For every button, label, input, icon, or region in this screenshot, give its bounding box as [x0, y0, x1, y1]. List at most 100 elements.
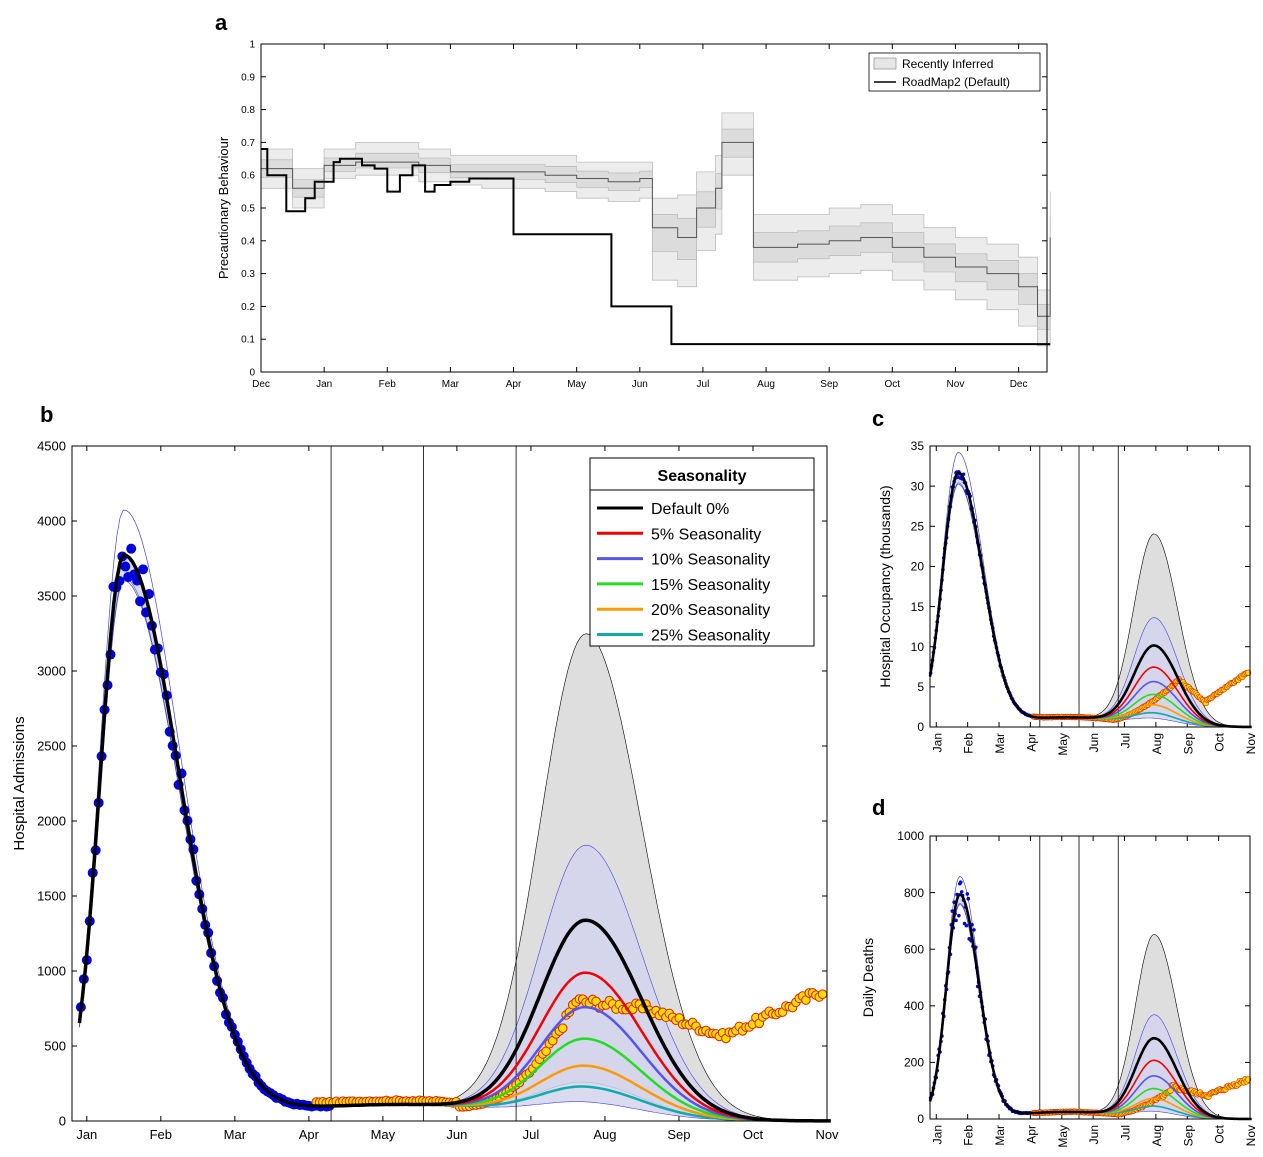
- x-tick-label: Jan: [930, 1125, 944, 1144]
- x-tick-label: May: [1056, 1125, 1070, 1148]
- y-tick-label: 0: [59, 1114, 66, 1129]
- y-tick-label: 5: [917, 680, 924, 694]
- data-point-blue: [966, 896, 971, 901]
- data-point-blue: [959, 890, 964, 894]
- x-tick-label: Jul: [1119, 733, 1133, 748]
- y-tick-label: 2500: [37, 739, 66, 754]
- legend-label: RoadMap2 (Default): [902, 75, 1010, 89]
- y-axis-title: Precautionary Behaviour: [216, 136, 231, 279]
- y-tick-label: 25: [911, 519, 925, 533]
- y-tick-label: 3000: [37, 664, 66, 679]
- x-tick-label: Sep: [820, 379, 838, 390]
- y-tick-label: 0: [249, 368, 255, 379]
- y-tick-label: 0.4: [241, 236, 255, 247]
- x-tick-label: Mar: [224, 1127, 247, 1142]
- legend-label: Recently Inferred: [902, 57, 993, 71]
- legend-label: Default 0%: [651, 501, 729, 518]
- plot-border: [929, 835, 1251, 1120]
- data-point-blue: [954, 918, 958, 923]
- x-tick-label: Jun: [446, 1127, 467, 1142]
- legend-label: 5% Seasonality: [651, 526, 761, 543]
- legend-label: 15% Seasonality: [651, 577, 770, 594]
- x-tick-label: Oct: [885, 379, 901, 390]
- x-tick-label: May: [1056, 733, 1070, 756]
- data-point-blue: [138, 564, 149, 575]
- default-line: [77, 553, 831, 1123]
- y-tick-label: 3500: [37, 589, 66, 604]
- x-tick-label: Nov: [815, 1127, 839, 1142]
- x-tick-label: Oct: [1213, 1124, 1227, 1143]
- x-tick-label: Aug: [1150, 733, 1164, 754]
- data-point-blue: [965, 892, 970, 896]
- data-point-blue: [950, 909, 955, 913]
- x-tick-label: Mar: [442, 379, 460, 390]
- x-tick-label: Nov: [1244, 1125, 1258, 1146]
- panel-b: 0 500 1000 1500 2000 2500 3000 3500 4000 4500 Jan F…: [11, 402, 839, 1142]
- data-point-blue: [126, 543, 137, 554]
- x-tick-label: Feb: [962, 733, 976, 754]
- panel-letter: a: [215, 10, 228, 35]
- y-tick-label: 0.3: [241, 269, 255, 280]
- x-tick-label: Aug: [593, 1127, 616, 1142]
- x-tick-label: Jun: [1087, 733, 1101, 752]
- x-tick-label: Jan: [316, 379, 332, 390]
- plot-area: [930, 836, 1250, 1119]
- x-tick-label: Apr: [1024, 1125, 1038, 1144]
- x-tick-label: Sep: [667, 1127, 690, 1142]
- legend-title: Seasonality: [658, 468, 747, 485]
- y-tick-label: 2000: [37, 814, 66, 829]
- y-tick-label: 0.6: [241, 171, 255, 182]
- panel-letter: b: [40, 402, 53, 427]
- legend-label: 10% Seasonality: [651, 552, 770, 569]
- x-tick-label: Mar: [993, 733, 1007, 754]
- x-tick-label: Dec: [1010, 379, 1028, 390]
- x-tick-label: Jun: [1087, 1125, 1101, 1144]
- panel-c: 0 5 10 15 20 25 30 35 Jan Feb Mar Apr May Jun Jul Aug Se…: [872, 406, 1258, 756]
- legend-label: 25% Seasonality: [651, 628, 770, 645]
- y-tick-label: 0.5: [241, 204, 255, 215]
- x-tick-label: Aug: [1150, 1125, 1164, 1146]
- panel-d: 0 200 400 600 800 1000 Jan Feb Mar Apr May Jun Jul Au…: [860, 795, 1258, 1148]
- x-tick-label: Aug: [757, 379, 775, 390]
- y-tick-label: 4000: [37, 514, 66, 529]
- x-tick-label: Jul: [697, 379, 710, 390]
- y-tick-label: 0: [917, 1112, 924, 1126]
- y-tick-label: 1500: [37, 889, 66, 904]
- data-point-yellow: [557, 1023, 568, 1033]
- plot-border: [71, 445, 828, 1122]
- y-tick-label: 1: [249, 40, 255, 51]
- x-tick-label: Oct: [1213, 732, 1227, 751]
- x-tick-label: Feb: [379, 379, 397, 390]
- x-tick-label: Jan: [76, 1127, 97, 1142]
- data-point-yellow: [817, 989, 828, 1000]
- data-point-blue: [972, 928, 976, 932]
- x-tick-label: Apr: [506, 379, 522, 390]
- data-point-blue: [120, 561, 131, 572]
- x-tick-label: Apr: [1024, 733, 1038, 752]
- y-tick-label: 0.7: [241, 138, 255, 149]
- y-tick-label: 0.1: [241, 335, 255, 346]
- legend: Seasonality Default 0% 5% Seasonality 10% S…: [589, 457, 815, 647]
- x-tick-label: Nov: [1244, 733, 1258, 754]
- y-tick-label: 35: [911, 439, 925, 453]
- legend-box: [868, 52, 1041, 92]
- x-tick-label: May: [371, 1127, 396, 1142]
- plot-border: [260, 43, 1048, 373]
- y-tick-label: 30: [911, 479, 925, 493]
- y-tick-label: 4500: [37, 439, 66, 454]
- y-tick-label: 15: [911, 600, 925, 614]
- y-tick-label: 1000: [897, 829, 924, 843]
- y-tick-label: 600: [904, 942, 924, 956]
- plot-border: [929, 445, 1251, 728]
- data-point-blue: [958, 880, 963, 884]
- y-tick-label: 800: [904, 886, 924, 900]
- legend-swatch-band: [873, 57, 897, 70]
- data-point-blue: [135, 596, 146, 607]
- y-tick-label: 20: [911, 560, 925, 574]
- data-point-blue: [957, 913, 961, 918]
- y-axis-title: Hospital Occupancy (thousands): [877, 485, 893, 687]
- y-tick-label: 10: [911, 640, 925, 654]
- panel-letter: d: [872, 795, 885, 820]
- y-tick-label: 400: [904, 999, 924, 1013]
- default-line: [928, 893, 1252, 1121]
